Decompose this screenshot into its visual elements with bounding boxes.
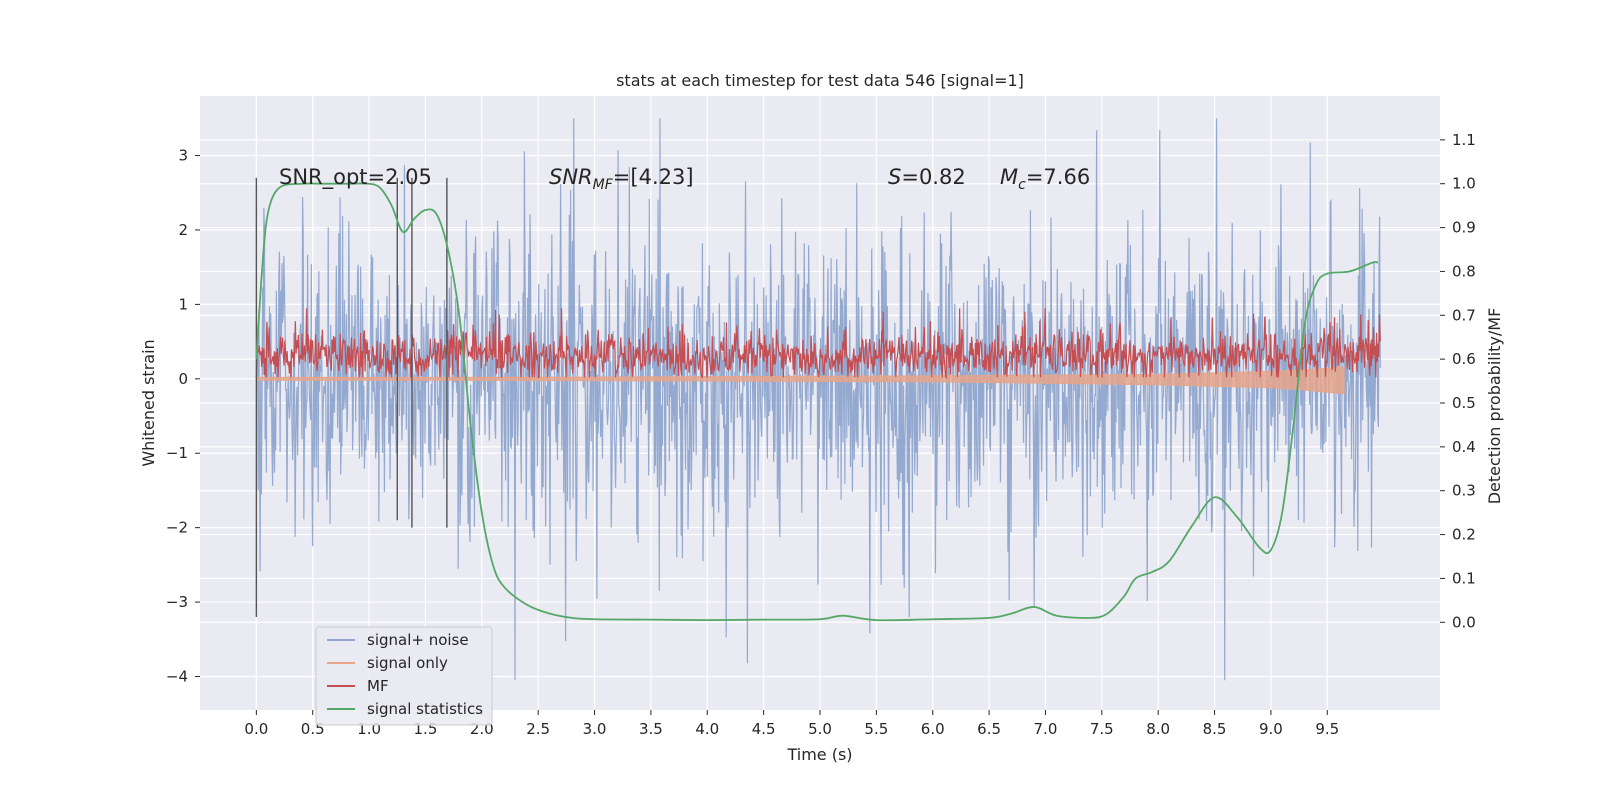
y-tick-label: 2 [178,221,188,239]
y-tick-label: 3 [178,147,188,165]
y-tick-label: −1 [166,444,188,462]
legend-label-signal-noise: signal+ noise [367,631,469,649]
y2-tick-label: 0.0 [1452,613,1476,631]
y-tick-label: −2 [166,519,188,537]
x-tick-label: 2.5 [526,720,550,738]
annotation-layer: SNR_opt=2.05 SNRMF=[4.23] S=0.82 Mc=7.66 [279,165,1090,193]
annotation-snr-mf-value: [4.23] [630,165,693,189]
y2-tick-label: 1.0 [1452,175,1476,193]
x-tick-label: 4.0 [695,720,719,738]
x-tick-label: 5.5 [864,720,888,738]
tick-layer: 0.0 0.5 1.0 1.5 2.0 2.5 3.0 3.5 4.0 4.5 5.0 5.5 6.0 6… [166,131,1476,738]
y-tick-label: 0 [178,370,188,388]
x-tick-label: 8.5 [1203,720,1227,738]
legend: signal+ noise signal only MF signal stat… [315,626,493,726]
y2-tick-label: 0.8 [1452,262,1476,280]
y-tick-label: 1 [178,295,188,313]
legend-label-signal-statistics: signal statistics [367,700,483,718]
y2-tick-label: 0.5 [1452,394,1476,412]
y2-tick-label: 0.6 [1452,350,1476,368]
legend-frame [315,626,493,726]
x-tick-label: 7.5 [1090,720,1114,738]
x-axis-label: Time (s) [786,745,852,764]
y2-tick-label: 1.1 [1452,131,1476,149]
legend-label-signal-only: signal only [367,654,448,672]
y2-tick-label: 0.9 [1452,219,1476,237]
annotation-snr-opt: SNR_opt=2.05 [279,165,432,190]
x-tick-label: 4.5 [752,720,776,738]
series-signal-only [255,366,1345,395]
x-tick-label: 3.0 [583,720,607,738]
chart-title: stats at each timestep for test data 546… [616,71,1024,90]
x-tick-label: 3.5 [639,720,663,738]
data-layer [255,118,1381,681]
y2-tick-label: 0.7 [1452,306,1476,324]
x-tick-label: 5.0 [808,720,832,738]
y-tick-label: −3 [166,593,188,611]
y-tick-label: −4 [166,668,188,686]
x-tick-label: 6.5 [977,720,1001,738]
x-tick-label: 7.0 [1034,720,1058,738]
series-signal-noise [255,118,1381,681]
x-tick-label: 6.0 [921,720,945,738]
y2-tick-label: 0.1 [1452,569,1476,587]
x-tick-label: 8.0 [1146,720,1170,738]
y2-tick-label: 0.2 [1452,526,1476,544]
series-signal-statistics [255,182,1379,622]
annotation-s-value: =0.82 [901,165,965,189]
y-axis-label: Whitened strain [139,339,158,466]
legend-label-mf: MF [367,677,389,695]
annotation-mc: Mc=7.66 [1000,165,1090,193]
y2-tick-label: 0.4 [1452,438,1476,456]
annotation-mc-value: =7.66 [1026,165,1090,189]
x-tick-label: 9.0 [1259,720,1283,738]
series-mf [255,308,1381,380]
y2-tick-label: 0.3 [1452,482,1476,500]
x-tick-label: 0.0 [244,720,268,738]
x-tick-label: 9.5 [1315,720,1339,738]
y2-axis-label: Detection probability/MF [1485,308,1504,505]
annotation-s: S=0.82 [888,165,966,189]
annotation-snr-mf: SNRMF=[4.23] [549,165,694,193]
